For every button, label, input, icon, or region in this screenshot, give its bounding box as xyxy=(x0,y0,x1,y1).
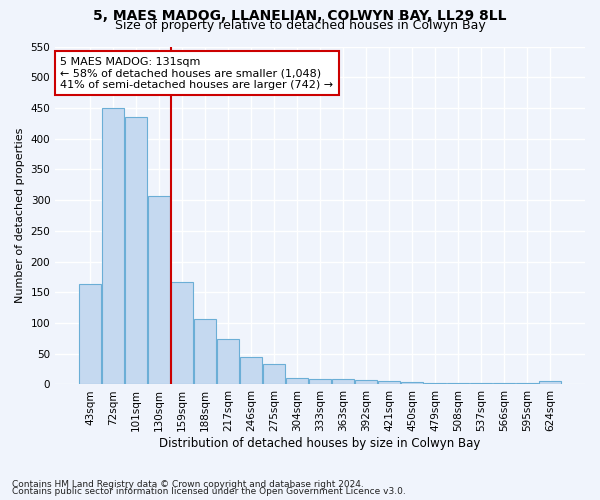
Bar xyxy=(401,382,423,384)
Bar xyxy=(493,383,515,384)
Bar xyxy=(148,196,170,384)
Bar xyxy=(125,117,147,384)
Text: Contains HM Land Registry data © Crown copyright and database right 2024.: Contains HM Land Registry data © Crown c… xyxy=(12,480,364,489)
Bar xyxy=(309,379,331,384)
Bar xyxy=(332,379,354,384)
X-axis label: Distribution of detached houses by size in Colwyn Bay: Distribution of detached houses by size … xyxy=(160,437,481,450)
Bar xyxy=(516,383,538,384)
Bar xyxy=(240,357,262,384)
Text: 5 MAES MADOG: 131sqm
← 58% of detached houses are smaller (1,048)
41% of semi-de: 5 MAES MADOG: 131sqm ← 58% of detached h… xyxy=(61,56,334,90)
Bar xyxy=(447,382,469,384)
Bar xyxy=(470,382,492,384)
Bar xyxy=(217,339,239,384)
Text: Size of property relative to detached houses in Colwyn Bay: Size of property relative to detached ho… xyxy=(115,19,485,32)
Y-axis label: Number of detached properties: Number of detached properties xyxy=(15,128,25,303)
Bar xyxy=(424,382,446,384)
Text: Contains public sector information licensed under the Open Government Licence v3: Contains public sector information licen… xyxy=(12,487,406,496)
Text: 5, MAES MADOG, LLANELIAN, COLWYN BAY, LL29 8LL: 5, MAES MADOG, LLANELIAN, COLWYN BAY, LL… xyxy=(93,9,507,23)
Bar xyxy=(355,380,377,384)
Bar xyxy=(102,108,124,384)
Bar xyxy=(378,382,400,384)
Bar xyxy=(263,364,285,384)
Bar xyxy=(79,284,101,384)
Bar xyxy=(286,378,308,384)
Bar xyxy=(194,320,216,384)
Bar xyxy=(171,282,193,384)
Bar xyxy=(539,382,561,384)
